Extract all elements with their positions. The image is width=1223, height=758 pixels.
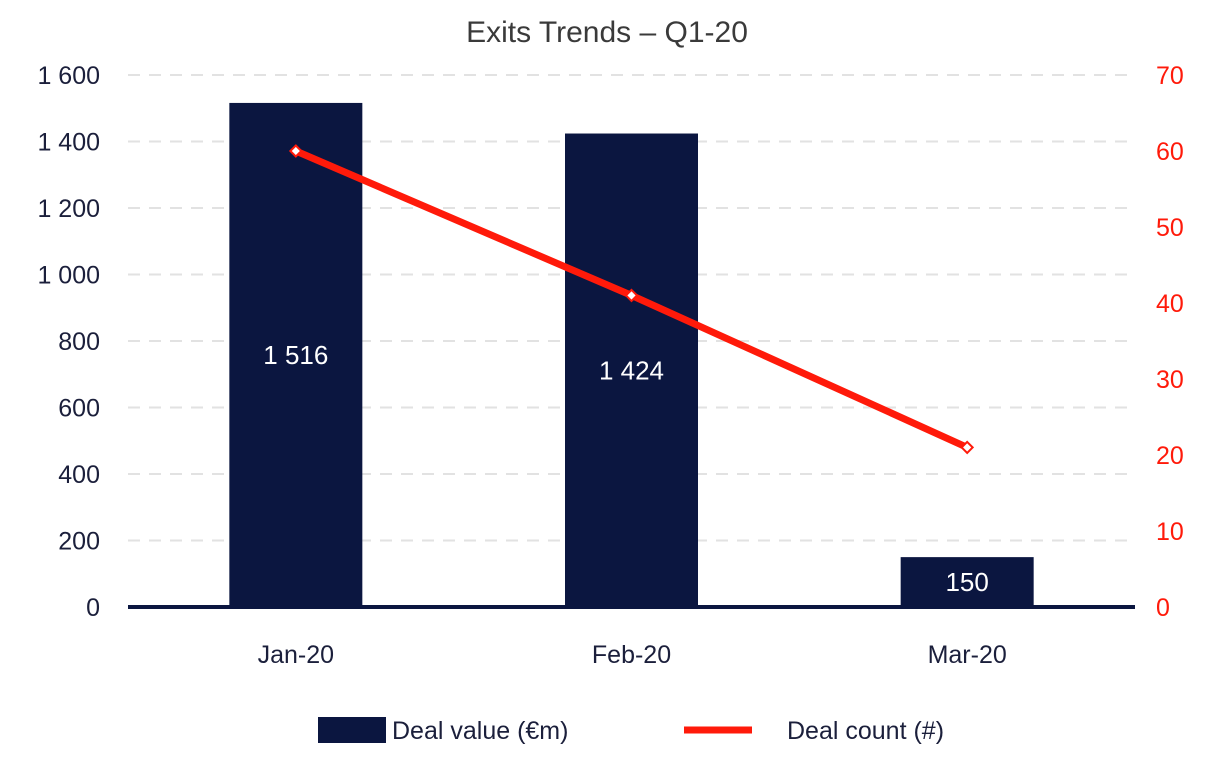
right-axis-tick-label: 0 [1156, 594, 1170, 622]
left-axis-tick-label: 800 [58, 328, 100, 356]
chart-title: Exits Trends – Q1-20 [466, 16, 748, 49]
left-axis-tick-label: 400 [58, 461, 100, 489]
left-axis-tick-label: 200 [58, 528, 100, 556]
left-axis-tick-label: 1 600 [37, 62, 100, 90]
line-point [288, 144, 303, 158]
line-series [288, 144, 975, 455]
left-axis-tick-label: 1 200 [37, 195, 100, 223]
bar [229, 102, 363, 608]
x-axis-tick-label: Feb-20 [592, 641, 671, 669]
x-axis-tick-label: Jan-20 [258, 641, 334, 669]
right-axis-tick-label: 70 [1156, 62, 1184, 90]
legend-label-deal-value: Deal value (€m) [392, 717, 568, 745]
right-axis-tick-label: 60 [1156, 138, 1184, 166]
right-axis-tick-label: 20 [1156, 442, 1184, 470]
line-point [960, 440, 975, 455]
right-axis-tick-label: 30 [1156, 366, 1184, 394]
right-axis: 0 10 20 30 40 50 60 70 [1156, 62, 1184, 622]
bar [565, 133, 698, 607]
bar-data-label: 1 424 [599, 355, 664, 385]
line-point [624, 288, 639, 303]
left-axis: 0 200 400 600 800 1 000 1 200 1 400 1 600 [37, 62, 100, 622]
right-axis-tick-label: 50 [1156, 214, 1184, 242]
left-axis-tick-label: 0 [86, 594, 100, 622]
left-axis-tick-label: 1 000 [37, 262, 100, 290]
bar-series [229, 102, 1034, 608]
bar-data-labels: 1 516 1 424 150 [263, 340, 989, 597]
right-axis-tick-label: 40 [1156, 290, 1184, 318]
right-axis-tick-label: 10 [1156, 518, 1184, 546]
legend: Deal value (€m) Deal count (#) [318, 717, 944, 745]
x-axis-tick-label: Mar-20 [928, 641, 1007, 669]
left-axis-tick-label: 1 400 [37, 129, 100, 157]
left-axis-tick-label: 600 [58, 395, 100, 423]
x-axis: Jan-20 Feb-20 Mar-20 [258, 641, 1007, 669]
bar-data-label: 1 516 [263, 340, 328, 370]
legend-label-deal-count: Deal count (#) [787, 717, 944, 745]
legend-swatch-deal-value [318, 717, 386, 743]
bar [900, 557, 1034, 607]
bar-data-label: 150 [945, 567, 988, 597]
